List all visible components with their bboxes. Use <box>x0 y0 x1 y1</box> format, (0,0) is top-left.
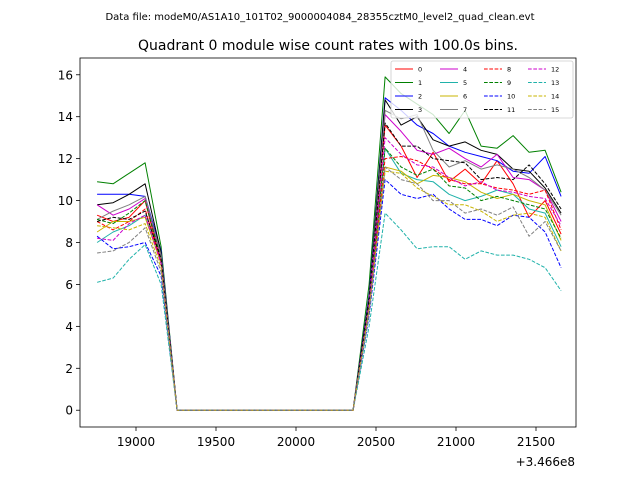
chart-title: Quadrant 0 module wise count rates with … <box>138 38 518 54</box>
legend-label-10: 10 <box>507 92 515 100</box>
y-tick-label: 8 <box>65 236 73 250</box>
plot-area <box>80 58 576 427</box>
x-offset-label: +3.466e8 <box>516 455 575 469</box>
y-tick-label: 16 <box>58 68 73 82</box>
legend-label-1: 1 <box>418 79 422 87</box>
legend-label-0: 0 <box>418 65 422 73</box>
legend-label-7: 7 <box>463 106 467 114</box>
x-tick-label: 20000 <box>277 435 315 449</box>
legend-label-5: 5 <box>463 79 467 87</box>
series-layer <box>96 76 562 411</box>
legend-box <box>390 60 574 119</box>
legend-label-11: 11 <box>507 106 515 114</box>
x-tick-label: 19000 <box>117 435 155 449</box>
x-tick-label: 21500 <box>517 435 555 449</box>
legend-label-3: 3 <box>418 106 422 114</box>
y-tick-label: 10 <box>58 194 73 208</box>
legend-label-2: 2 <box>418 92 422 100</box>
legend-label-15: 15 <box>551 106 559 114</box>
y-tick-label: 0 <box>65 404 73 418</box>
y-tick-label: 2 <box>65 362 73 376</box>
plot-frame <box>79 57 577 428</box>
x-tick-label: 19500 <box>197 435 235 449</box>
x-tick-label: 21000 <box>437 435 475 449</box>
legend-label-6: 6 <box>463 92 467 100</box>
x-tick-label: 20500 <box>357 435 395 449</box>
legend-label-8: 8 <box>507 65 511 73</box>
data-file-suptitle: Data file: modeM0/AS1A10_101T02_90000040… <box>105 12 534 23</box>
y-tick-label: 14 <box>58 110 73 124</box>
series-line-15 <box>97 166 562 411</box>
legend-label-13: 13 <box>551 79 559 87</box>
y-tick-label: 6 <box>65 278 73 292</box>
legend-label-9: 9 <box>507 79 511 87</box>
axis-layer: 19000 19500 20000 20500 21000 215000246810121… <box>58 68 555 449</box>
legend-label-14: 14 <box>551 92 559 100</box>
y-tick-label: 4 <box>65 320 73 334</box>
y-tick-label: 12 <box>58 152 73 166</box>
legend-label-12: 12 <box>551 65 559 73</box>
legend-label-4: 4 <box>463 65 467 73</box>
